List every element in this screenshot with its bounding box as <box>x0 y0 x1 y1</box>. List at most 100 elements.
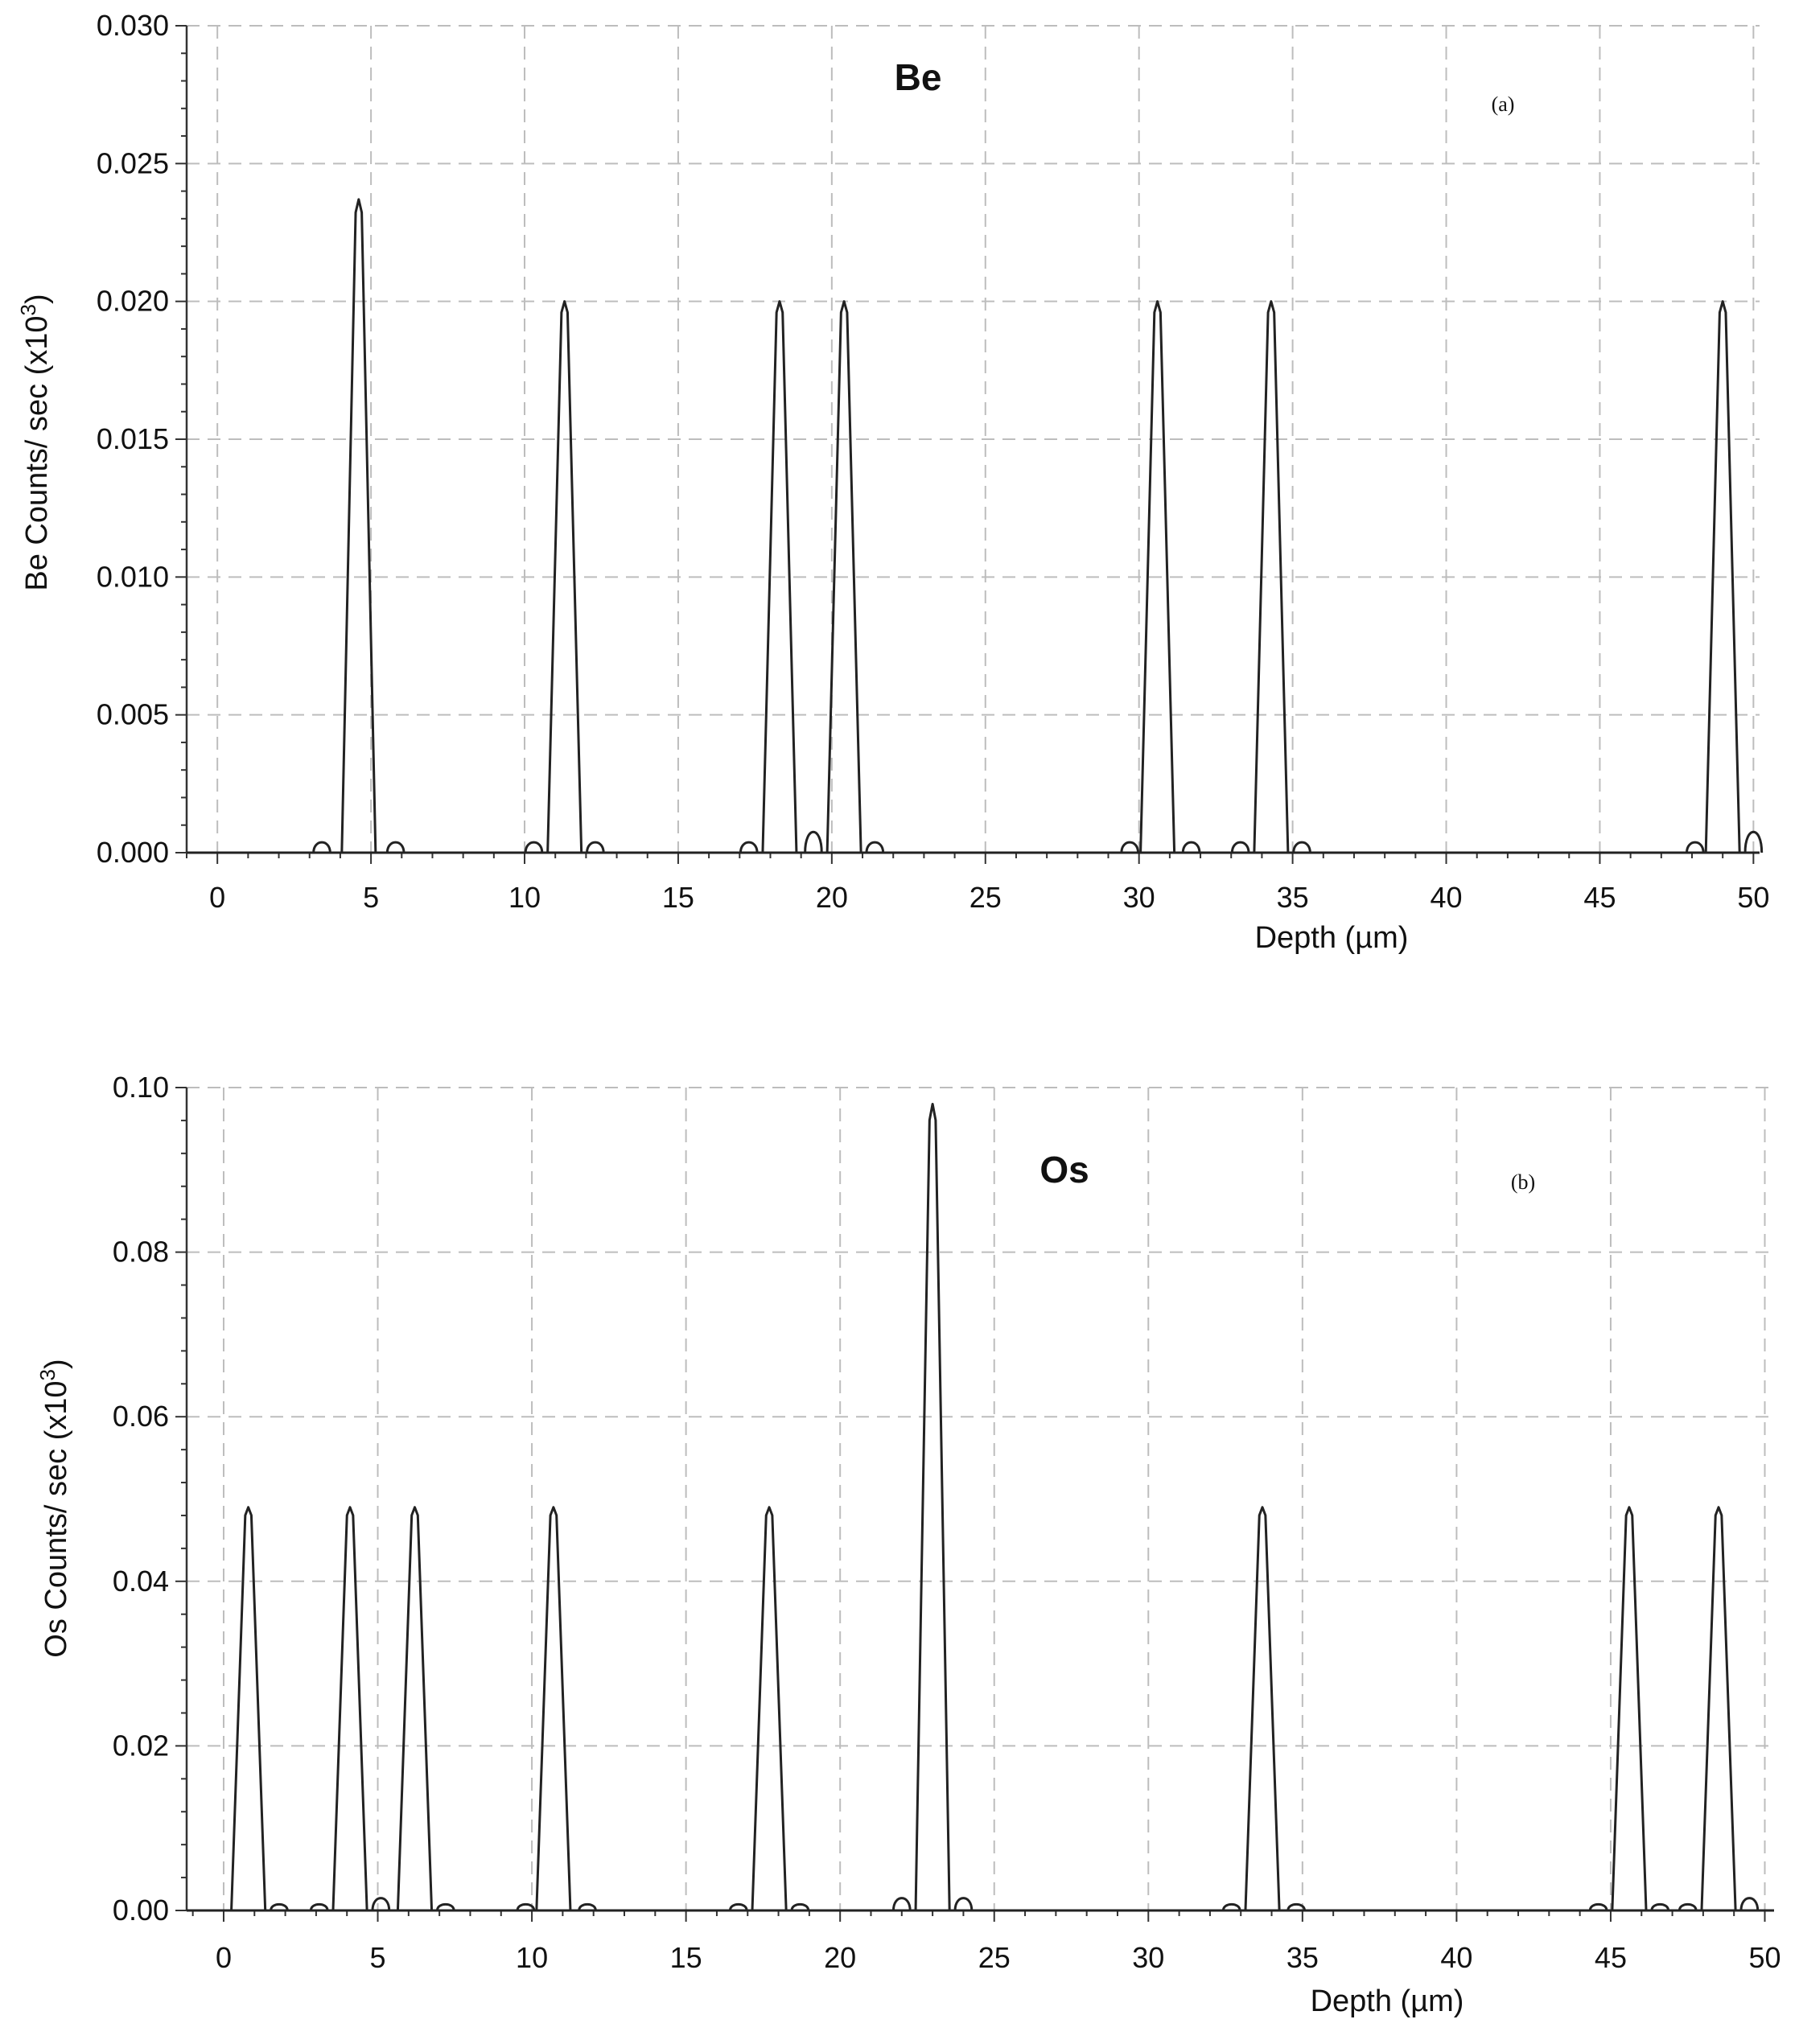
y-tick-label: 0.00 <box>113 1894 169 1927</box>
grid <box>187 1087 1774 1911</box>
data-peak <box>1704 300 1741 853</box>
chart-panel-be: 0 5 10 15 20 25 30 35 40 45 50 0.000 0.005 0.010 0.015… <box>16 9 1769 955</box>
data-peak <box>230 1506 267 1911</box>
series <box>187 198 1764 854</box>
data-peak <box>396 1506 434 1911</box>
data-peak <box>825 300 862 853</box>
data-peak <box>914 1102 951 1911</box>
data-side-lobe <box>385 841 405 853</box>
data-side-lobe <box>865 841 885 853</box>
y-tick-label: 0.015 <box>97 422 169 455</box>
data-peak <box>1611 1506 1648 1911</box>
y-tick-label: 0.030 <box>97 9 169 42</box>
data-side-lobe <box>1292 841 1311 853</box>
panel-label: (a) <box>1492 93 1515 116</box>
panel-label: (b) <box>1511 1170 1535 1194</box>
x-tick-label: 20 <box>824 1941 856 1974</box>
x-tick-label: 45 <box>1595 1941 1627 1974</box>
data-side-lobe <box>435 1902 455 1911</box>
x-axis-label: Depth (µm) <box>1311 1984 1464 2018</box>
data-side-lobe <box>1120 841 1140 853</box>
y-tick-label: 0.10 <box>113 1071 169 1104</box>
x-tick-label: 30 <box>1123 881 1155 914</box>
data-peak <box>331 1506 368 1911</box>
data-side-lobe <box>1650 1902 1670 1911</box>
y-tick-label: 0.005 <box>97 698 169 731</box>
y-tick-label: 0.08 <box>113 1236 169 1269</box>
data-side-lobe <box>1230 841 1250 853</box>
y-tick-label: 0.02 <box>113 1729 169 1762</box>
tick-labels: 0 5 10 15 20 25 30 35 40 45 50 0.000 0.005 0.010 0.015… <box>97 9 1769 914</box>
data-side-lobe <box>312 841 331 853</box>
data-peak <box>1244 1506 1281 1911</box>
y-tick-label: 0.025 <box>97 146 169 179</box>
data-side-lobe <box>516 1902 536 1911</box>
x-tick-label: 15 <box>670 1941 702 1974</box>
chart-panel-os: 0 5 10 15 20 25 30 35 40 45 50 0.00 0.02 0.04 0.06 0.08… <box>35 1071 1781 2018</box>
x-tick-label: 30 <box>1132 1941 1164 1974</box>
y-axis-label-main: Be Counts/ sec (x10 <box>20 315 54 590</box>
data-side-lobe <box>586 841 605 853</box>
x-tick-label: 35 <box>1277 881 1309 914</box>
x-tick-label: 40 <box>1431 881 1463 914</box>
data-side-lobe <box>1221 1902 1241 1911</box>
data-side-lobe <box>804 830 823 853</box>
y-axis-label-main: Os Counts/ sec (x10 <box>39 1380 73 1657</box>
tick-labels: 0 5 10 15 20 25 30 35 40 45 50 0.00 0.02 0.04 0.06 0.08… <box>113 1071 1781 1974</box>
data-side-lobe <box>1743 830 1764 853</box>
y-axis-label-superscript: 3 <box>35 1369 60 1380</box>
data-peak <box>546 300 583 853</box>
x-tick-label: 15 <box>662 881 694 914</box>
x-tick-label: 40 <box>1440 1941 1472 1974</box>
x-tick-label: 5 <box>370 1941 386 1974</box>
data-side-lobe <box>371 1897 391 1911</box>
x-tick-label: 0 <box>216 1941 232 1974</box>
x-tick-label: 0 <box>209 881 225 914</box>
data-side-lobe <box>578 1902 597 1911</box>
x-tick-label: 25 <box>978 1941 1011 1974</box>
data-side-lobe <box>1286 1902 1307 1911</box>
data-side-lobe <box>1588 1902 1608 1911</box>
x-tick-label: 5 <box>363 881 379 914</box>
y-axis-label-superscript: 3 <box>16 304 40 315</box>
data-side-lobe <box>1739 1897 1760 1911</box>
data-side-lobe <box>790 1902 810 1911</box>
data-side-lobe <box>270 1902 289 1911</box>
y-axis-label-close: ) <box>20 294 54 304</box>
data-side-lobe <box>309 1902 329 1911</box>
y-axis-label: Os Counts/ sec (x103) <box>35 1359 73 1657</box>
data-peak <box>340 198 377 853</box>
x-tick-label: 50 <box>1748 1941 1780 1974</box>
x-axis-label: Depth (µm) <box>1255 921 1409 955</box>
data-side-lobe <box>1678 1902 1698 1911</box>
data-side-lobe <box>1181 841 1201 853</box>
x-tick-label: 10 <box>508 881 541 914</box>
data-side-lobe <box>728 1902 748 1911</box>
x-tick-label: 10 <box>516 1941 548 1974</box>
x-tick-label: 20 <box>816 881 848 914</box>
data-peak <box>1253 300 1290 853</box>
x-tick-label: 45 <box>1583 881 1616 914</box>
data-peak <box>751 1506 788 1911</box>
data-side-lobe <box>891 1897 912 1911</box>
data-side-lobe <box>1686 841 1705 853</box>
data-side-lobe <box>953 1897 974 1911</box>
data-side-lobe <box>524 841 544 853</box>
y-tick-label: 0.000 <box>97 836 169 869</box>
element-label: Be <box>895 56 942 98</box>
x-tick-label: 50 <box>1737 881 1769 914</box>
data-peak <box>535 1506 572 1911</box>
series <box>187 1102 1774 1912</box>
y-tick-label: 0.010 <box>97 560 169 593</box>
y-tick-label: 0.06 <box>113 1400 169 1433</box>
data-peak <box>1139 300 1176 853</box>
data-side-lobe <box>739 841 759 853</box>
y-axis-label: Be Counts/ sec (x103) <box>16 294 54 590</box>
data-peak <box>1700 1506 1737 1911</box>
y-axis-label-close: ) <box>39 1359 73 1369</box>
x-tick-label: 35 <box>1286 1941 1319 1974</box>
y-tick-label: 0.020 <box>97 285 169 318</box>
element-label: Os <box>1039 1149 1089 1191</box>
